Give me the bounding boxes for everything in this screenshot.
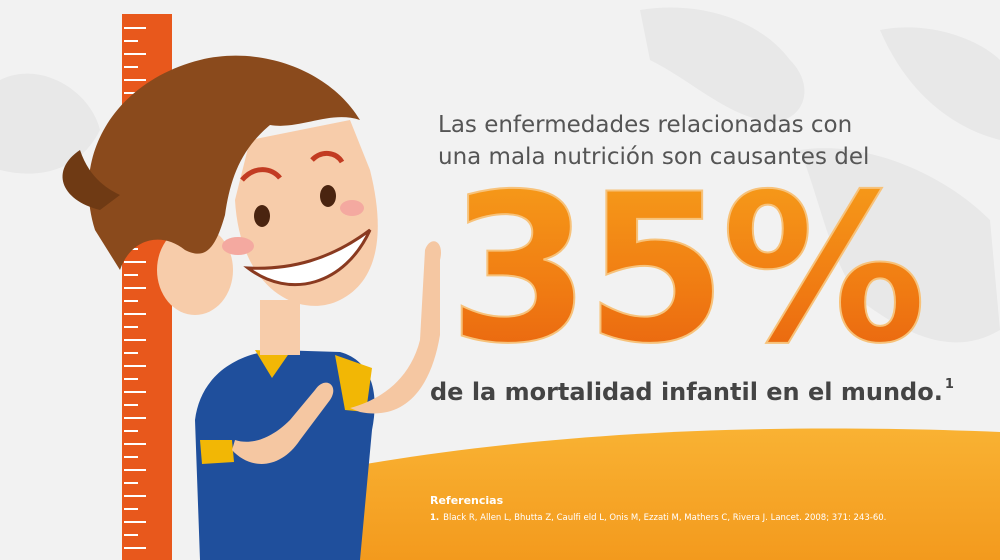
eyebrow-left: [240, 167, 282, 182]
headline-figure: 35%: [448, 151, 921, 389]
sleeve: [335, 355, 372, 412]
ear: [157, 225, 233, 315]
collar: [255, 350, 290, 378]
cheek-right: [340, 200, 364, 216]
boy-illustration: [62, 55, 442, 560]
footnote-mark: 1: [945, 377, 954, 392]
eyebrow-right: [310, 151, 345, 164]
world-map: [0, 7, 1000, 343]
references: Referencias 1. Black R, Allen L, Bhutta …: [430, 494, 886, 523]
smile: [243, 228, 372, 287]
headline: Las enfermedades relacionadas con una ma…: [430, 112, 954, 406]
ground-wave: [330, 428, 1000, 560]
eye-left: [254, 205, 270, 227]
intro-line: una mala nutrición son causantes del: [438, 144, 869, 170]
reference-text: Black R, Allen L, Bhutta Z, Caulfi eld L…: [443, 513, 886, 523]
raised-arm: [350, 241, 442, 414]
sleeve-left: [200, 440, 234, 464]
hair: [88, 55, 361, 270]
cheek-left: [222, 237, 254, 255]
pointing-hand: [232, 382, 334, 464]
outro-line: de la mortalidad infantil en el mundo.: [430, 378, 943, 406]
reference-number: 1.: [430, 513, 439, 523]
eye-right: [320, 185, 336, 207]
neck: [260, 300, 300, 355]
references-title: Referencias: [430, 494, 504, 507]
hair-tuft: [62, 150, 120, 210]
intro-line: Las enfermedades relacionadas con: [438, 112, 852, 138]
